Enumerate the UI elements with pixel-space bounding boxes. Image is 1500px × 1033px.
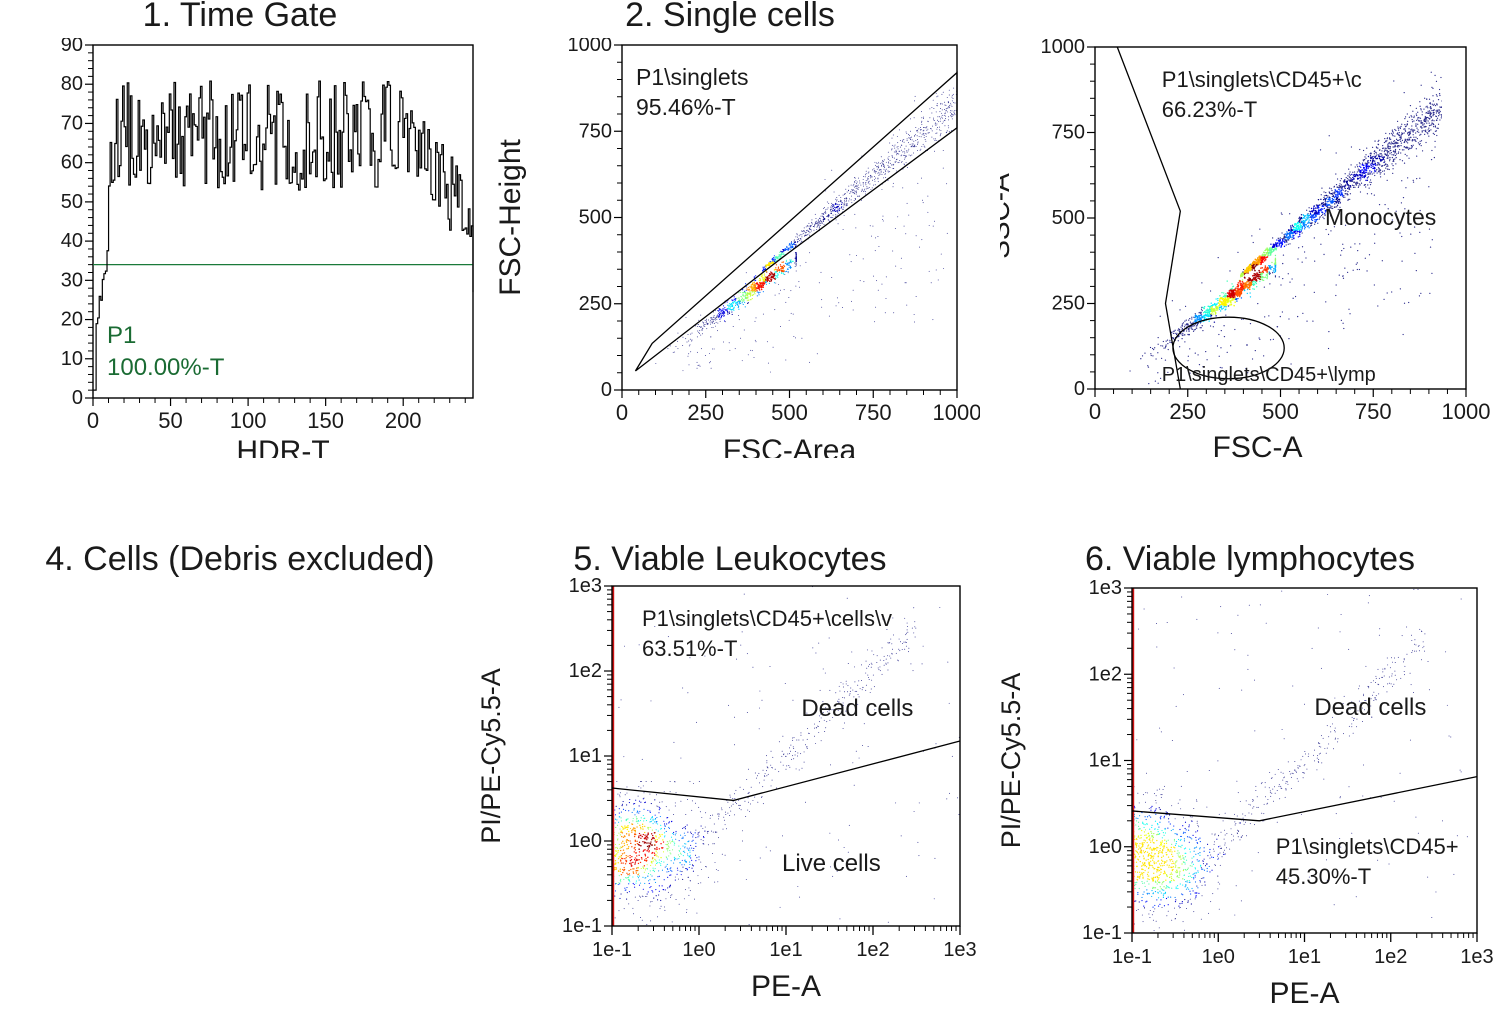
svg-text:SSC-A: SSC-A [1000, 173, 1015, 259]
svg-text:100: 100 [230, 408, 267, 433]
svg-text:0: 0 [1089, 399, 1101, 424]
svg-text:90: 90 [61, 38, 83, 56]
svg-text:Monocytes: Monocytes [1325, 204, 1436, 230]
svg-text:95.46%-T: 95.46%-T [636, 94, 736, 120]
svg-text:30: 30 [61, 269, 83, 291]
svg-text:0: 0 [616, 400, 628, 425]
svg-text:20: 20 [61, 309, 83, 331]
svg-text:60: 60 [61, 152, 83, 174]
svg-text:80: 80 [61, 73, 83, 95]
svg-text:250: 250 [1169, 399, 1206, 424]
svg-text:750: 750 [579, 120, 612, 142]
svg-text:P1\singlets: P1\singlets [636, 64, 749, 90]
svg-text:1000: 1000 [933, 400, 980, 425]
svg-text:250: 250 [579, 293, 612, 315]
svg-text:10: 10 [61, 348, 83, 370]
svg-text:500: 500 [579, 207, 612, 229]
svg-text:66.23%-T: 66.23%-T [1162, 97, 1257, 122]
svg-text:40: 40 [61, 230, 83, 252]
svg-text:0: 0 [72, 387, 83, 409]
svg-text:FSC-Area: FSC-Area [723, 434, 857, 458]
svg-text:1000: 1000 [1041, 38, 1086, 58]
svg-text:70: 70 [61, 112, 83, 134]
svg-text:750: 750 [855, 400, 892, 425]
svg-text:250: 250 [687, 400, 724, 425]
svg-text:0: 0 [1074, 378, 1085, 400]
svg-text:500: 500 [771, 400, 808, 425]
svg-text:100.00%-T: 100.00%-T [107, 354, 225, 381]
svg-text:HDR-T: HDR-T [236, 435, 329, 458]
svg-text:0: 0 [601, 379, 612, 401]
svg-text:P1\singlets\CD45+\lymp: P1\singlets\CD45+\lymp [1162, 364, 1376, 386]
svg-text:50: 50 [158, 408, 182, 433]
svg-text:250: 250 [1052, 293, 1085, 315]
svg-text:500: 500 [1262, 399, 1299, 424]
svg-text:FSC-Height: FSC-Height [494, 138, 527, 295]
svg-text:750: 750 [1052, 122, 1085, 144]
svg-text:200: 200 [385, 408, 422, 433]
svg-text:P1\singlets\CD45+\c: P1\singlets\CD45+\c [1162, 67, 1362, 92]
svg-text:1000: 1000 [1442, 399, 1491, 424]
svg-text:750: 750 [1355, 399, 1392, 424]
svg-text:150: 150 [307, 408, 344, 433]
svg-text:500: 500 [1052, 207, 1085, 229]
svg-text:P1: P1 [107, 322, 136, 349]
svg-text:0: 0 [87, 408, 99, 433]
svg-text:1000: 1000 [568, 38, 613, 56]
svg-text:FSC-A: FSC-A [1213, 431, 1303, 464]
svg-text:50: 50 [61, 191, 83, 213]
